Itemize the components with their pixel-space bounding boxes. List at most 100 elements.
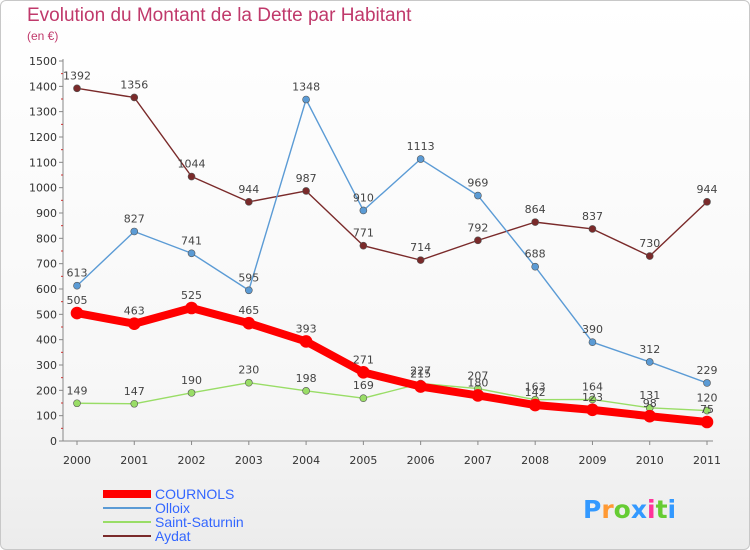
- data-point: [588, 338, 597, 347]
- data-point: [474, 236, 482, 245]
- data-label: 163: [525, 381, 546, 394]
- data-point: [414, 380, 427, 393]
- data-label: 190: [181, 374, 202, 387]
- data-point: [528, 398, 542, 412]
- data-label: 1348: [292, 81, 320, 94]
- data-point: [187, 389, 196, 397]
- data-label: 827: [124, 212, 145, 225]
- data-point: [359, 394, 368, 402]
- data-label: 393: [296, 322, 317, 335]
- data-label: 207: [467, 370, 488, 383]
- data-label: 98: [643, 397, 657, 410]
- legend-label: Aydat: [155, 528, 191, 544]
- data-point: [73, 281, 81, 290]
- data-label: 227: [410, 364, 431, 377]
- data-point: [130, 93, 139, 102]
- x-tick-label: 2001: [120, 454, 148, 467]
- series-line-cournols: [76, 304, 708, 426]
- y-tick-label: 400: [36, 334, 57, 347]
- data-label: 714: [410, 241, 431, 254]
- data-point: [700, 415, 714, 429]
- y-tick-label: 0: [50, 435, 57, 448]
- data-point: [130, 399, 139, 408]
- data-label: 312: [639, 343, 660, 356]
- x-tick-label: 2000: [63, 454, 91, 467]
- data-label: 792: [467, 221, 488, 234]
- data-label: 149: [67, 384, 88, 397]
- data-label: 215: [410, 368, 431, 381]
- data-point: [73, 399, 81, 408]
- data-point: [416, 256, 425, 264]
- data-point: [359, 241, 368, 250]
- data-point: [302, 95, 310, 104]
- y-tick-label: 300: [36, 359, 57, 372]
- data-label: 463: [124, 305, 145, 318]
- data-point: [586, 403, 599, 417]
- data-point: [185, 301, 198, 315]
- x-tick-label: 2008: [521, 454, 549, 467]
- data-label: 1113: [407, 140, 435, 153]
- y-tick-label: 1000: [29, 182, 57, 195]
- x-tick-label: 2011: [693, 454, 721, 467]
- data-label: 837: [582, 210, 603, 223]
- data-point: [357, 366, 370, 379]
- data-point: [242, 316, 256, 330]
- x-tick-label: 2005: [349, 454, 377, 467]
- data-point: [130, 227, 139, 236]
- x-tick-label: 2010: [636, 454, 664, 467]
- y-tick-label: 1200: [29, 131, 57, 144]
- data-point: [245, 378, 253, 387]
- data-point: [645, 358, 654, 366]
- data-point: [645, 252, 654, 260]
- chart-subtitle: (en €): [27, 29, 59, 43]
- x-tick-label: 2009: [578, 454, 606, 467]
- y-tick-label: 1500: [29, 55, 57, 68]
- data-label: 230: [238, 364, 259, 377]
- series-line-olloix: [76, 98, 708, 384]
- data-label: 164: [582, 380, 603, 393]
- data-label: 123: [582, 391, 603, 404]
- x-tick-label: 2007: [464, 454, 492, 467]
- legend-label: Saint-Saturnin: [155, 514, 244, 530]
- data-label: 730: [639, 237, 660, 250]
- data-point: [703, 406, 711, 415]
- data-label: 120: [697, 392, 718, 405]
- data-point: [245, 198, 253, 206]
- data-label: 771: [353, 227, 374, 240]
- legend-label: COURNOLS: [155, 486, 234, 502]
- data-label: 613: [67, 267, 88, 280]
- y-tick-label: 600: [36, 283, 57, 296]
- data-label: 505: [67, 294, 88, 307]
- data-label: 944: [697, 183, 718, 196]
- data-point: [643, 409, 657, 423]
- data-label: 75: [700, 403, 714, 416]
- data-point: [703, 379, 711, 387]
- data-point: [416, 155, 425, 163]
- data-point: [73, 84, 81, 93]
- x-tick-label: 2004: [292, 454, 320, 467]
- data-label: 595: [238, 271, 259, 284]
- y-tick-label: 700: [36, 258, 57, 271]
- chart-title: Evolution du Montant de la Dette par Hab…: [27, 5, 412, 26]
- data-label: 198: [296, 372, 317, 385]
- data-label: 688: [525, 248, 546, 261]
- data-point: [588, 395, 597, 404]
- y-tick-label: 200: [36, 384, 57, 397]
- data-point: [531, 262, 539, 271]
- data-label: 944: [238, 183, 259, 196]
- series-line-aydat: [76, 87, 708, 261]
- data-label: 271: [353, 353, 374, 366]
- data-label: 1392: [63, 69, 91, 82]
- data-point: [471, 389, 485, 402]
- y-tick-label: 100: [36, 410, 57, 423]
- data-label: 525: [181, 289, 202, 302]
- y-tick-label: 800: [36, 232, 57, 245]
- data-label: 969: [467, 177, 488, 190]
- data-label: 465: [238, 304, 259, 317]
- y-tick-label: 900: [36, 207, 57, 220]
- series-line-saint-saturnin: [76, 382, 708, 412]
- data-point: [703, 198, 711, 206]
- x-tick-label: 2002: [178, 454, 206, 467]
- data-point: [245, 286, 253, 295]
